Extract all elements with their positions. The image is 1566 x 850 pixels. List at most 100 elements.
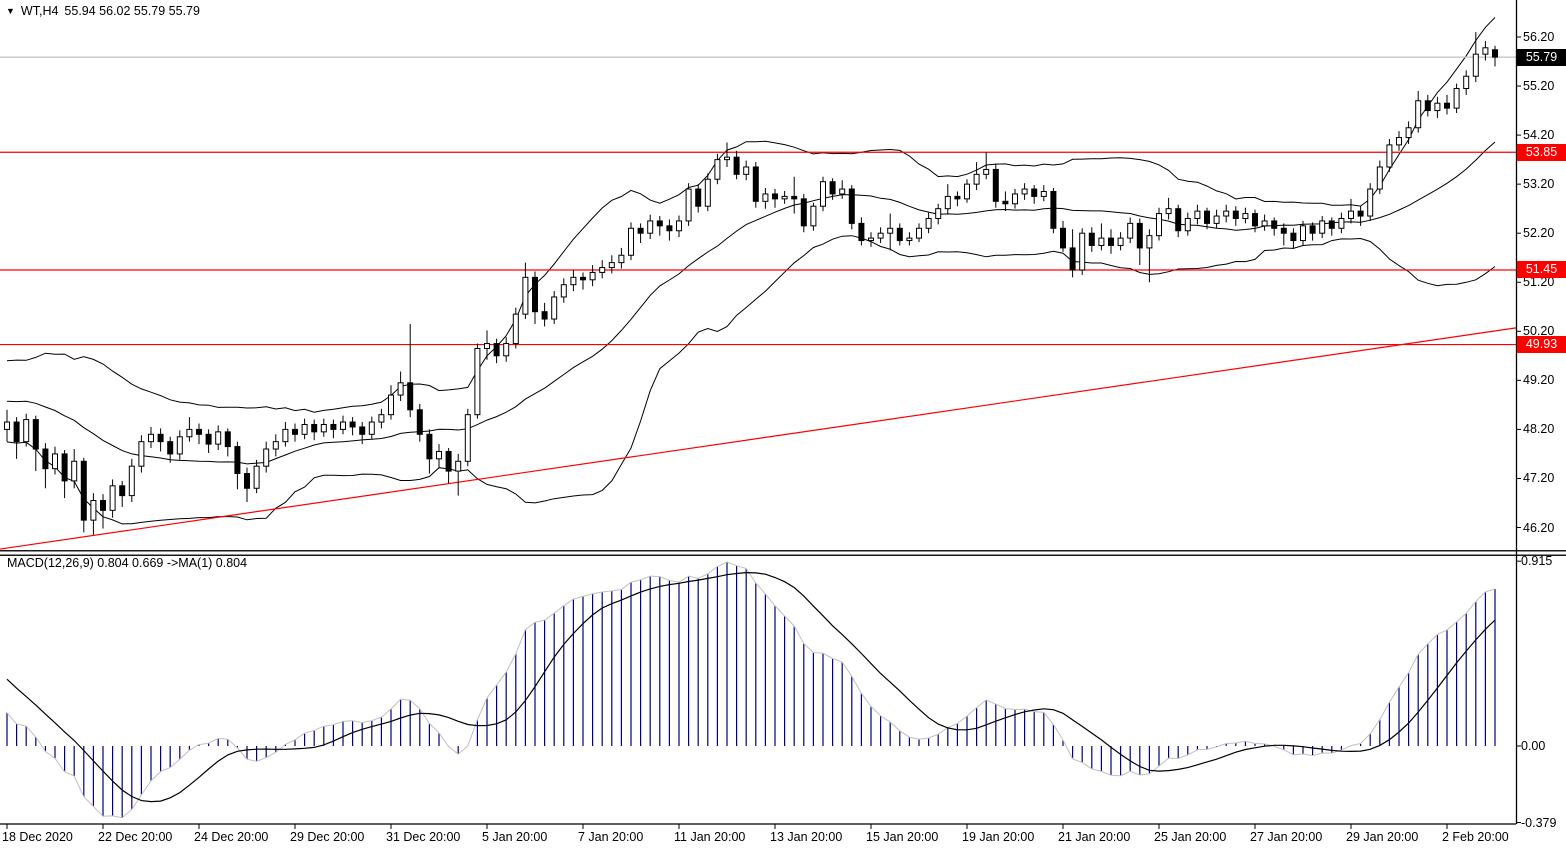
bear-candle [829, 181, 836, 195]
bear-candle [848, 188, 855, 224]
date-tick-label: 19 Jan 20:00 [962, 830, 1035, 844]
price-tick-label: 55.20 [1523, 79, 1555, 94]
bear-candle [311, 423, 318, 433]
bull-candle [1098, 237, 1105, 246]
panel-separator-bottom[interactable] [0, 554, 1566, 557]
bear-candle [32, 419, 39, 450]
bull-candle [109, 485, 116, 511]
bear-candle [445, 450, 452, 472]
bull-candle [618, 254, 625, 264]
bull-candle [23, 419, 30, 443]
price-tick-label: 51.20 [1523, 275, 1555, 290]
price-tick-label: 53.20 [1523, 177, 1555, 192]
panel-separator-top[interactable] [0, 550, 1566, 552]
bull-candle [964, 183, 970, 200]
bear-candle [896, 227, 903, 242]
bear-candle [637, 227, 644, 234]
level-price-badge: 53.85 [1517, 143, 1566, 161]
bull-candle [1472, 53, 1479, 77]
bear-candle [1290, 232, 1297, 242]
bollinger-lower-band [6, 235, 1496, 525]
bull-candle [1434, 102, 1441, 112]
bull-candle [397, 382, 404, 396]
date-tick-label: 21 Jan 20:00 [1058, 830, 1131, 844]
bear-candle [791, 195, 798, 200]
bollinger-middle-band [6, 141, 1496, 465]
bull-candle [71, 460, 78, 482]
bull-candle [1300, 225, 1306, 242]
date-tick-label: 7 Jan 20:00 [578, 830, 644, 844]
bull-candle [743, 166, 750, 175]
macd-signal-line [6, 571, 1496, 803]
date-tick-label: 2 Feb 20:00 [1442, 830, 1509, 844]
bull-candle [522, 276, 529, 315]
bear-candle [407, 382, 414, 411]
date-tick-label: 11 Jan 20:00 [674, 830, 746, 844]
date-tick-label: 22 Dec 20:00 [98, 830, 173, 844]
bear-candle [167, 441, 174, 455]
bull-candle [781, 195, 788, 200]
bull-candle [944, 195, 951, 210]
bear-candle [13, 421, 20, 443]
bull-candle [320, 423, 327, 433]
bull-candle [128, 465, 135, 497]
price-tick-label: 52.20 [1523, 226, 1555, 241]
symbol-dropdown-icon[interactable]: ▼ [6, 6, 15, 16]
bear-candle [234, 446, 241, 475]
bear-candle [1232, 210, 1239, 219]
bull-candle [301, 423, 308, 435]
bear-candle [992, 168, 999, 202]
bear-candle [1002, 200, 1009, 205]
bear-candle [1280, 227, 1287, 234]
bull-candle [925, 217, 932, 229]
trendline[interactable] [0, 327, 1517, 550]
bear-candle [580, 276, 586, 281]
bull-candle [820, 181, 826, 207]
bear-candle [858, 222, 865, 242]
bull-candle [512, 313, 519, 345]
bear-candle [100, 500, 106, 511]
level-price-badge: 49.93 [1517, 336, 1566, 354]
bear-candle [1136, 222, 1143, 249]
bull-candle [1396, 137, 1402, 146]
price-tick-label: 46.20 [1523, 520, 1555, 535]
bear-candle [1031, 188, 1038, 197]
bull-candle [599, 267, 606, 273]
bull-candle [916, 227, 922, 239]
bull-candle [263, 448, 270, 467]
date-tick-label: 13 Jan 20:00 [770, 830, 843, 844]
date-tick-label: 18 Dec 2020 [2, 830, 73, 844]
bull-candle [714, 159, 721, 180]
bull-candle [704, 178, 711, 207]
bull-candle [589, 271, 596, 281]
bull-candle [1319, 220, 1326, 234]
bull-candle [570, 276, 577, 286]
date-tick-label: 25 Jan 20:00 [1154, 830, 1227, 844]
bear-candle [1204, 210, 1210, 224]
bull-candle [887, 227, 894, 234]
bear-candle [1060, 227, 1066, 249]
bollinger-upper-band [6, 17, 1496, 413]
bear-candle [666, 225, 673, 232]
bull-candle [685, 188, 692, 222]
bull-candle [1021, 188, 1028, 195]
bear-candle [42, 448, 49, 470]
bull-candle [368, 421, 375, 435]
bull-candle [762, 193, 769, 202]
ohlc-quote-label: 55.94 56.02 55.79 55.79 [64, 4, 200, 18]
bull-candle [1376, 166, 1383, 190]
price-tick-label: 49.20 [1523, 373, 1555, 388]
bear-candle [493, 343, 500, 357]
bull-candle [1012, 193, 1018, 205]
price-tick-label: 48.20 [1523, 422, 1555, 437]
bull-candle [503, 343, 510, 357]
price-tick-label: 54.20 [1523, 128, 1555, 143]
bear-candle [244, 473, 250, 489]
bull-candle [628, 227, 634, 256]
bull-candle [455, 460, 462, 472]
bull-candle [138, 441, 145, 467]
bull-candle [464, 414, 471, 462]
bull-candle [1415, 100, 1422, 129]
macd-main-line [6, 561, 1496, 819]
